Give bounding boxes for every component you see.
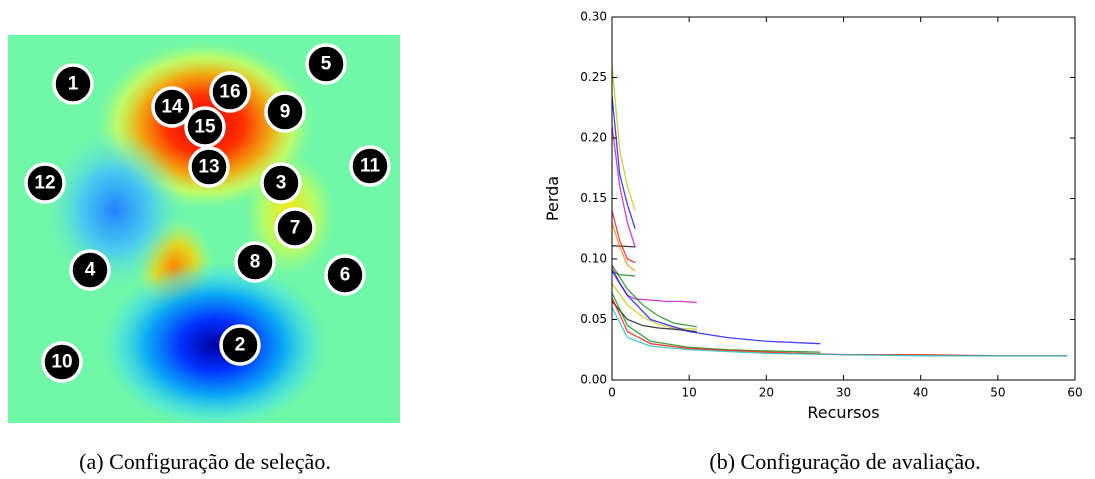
y-tick-label: 0.25 [580, 70, 607, 84]
series-line [612, 222, 636, 272]
node-label: 5 [321, 54, 332, 75]
node-circle [324, 254, 366, 296]
node-label: 6 [340, 265, 351, 286]
node-label: 10 [51, 352, 72, 373]
node-label: 4 [85, 260, 96, 281]
series-line [612, 210, 636, 264]
caption: (a) Configuração de seleção. [79, 449, 331, 474]
x-tick-label: 10 [682, 386, 697, 400]
x-tick-label: 0 [608, 386, 616, 400]
x-tick-label: 20 [759, 386, 774, 400]
node-label: 1 [68, 74, 79, 95]
y-axis-label: Perda [543, 176, 562, 221]
node-circle [349, 145, 391, 187]
node-circle [209, 71, 251, 113]
x-tick-label: 50 [990, 386, 1005, 400]
node-label: 12 [34, 173, 55, 194]
node-circle [151, 86, 193, 128]
series-line [612, 245, 636, 248]
series-line [612, 270, 821, 345]
x-axis-label: Recursos [807, 403, 879, 422]
node-circle [274, 207, 316, 249]
y-tick-label: 0.15 [580, 191, 607, 205]
node-label: 16 [219, 82, 240, 103]
node-circle [264, 91, 306, 133]
node-label: 13 [198, 157, 219, 178]
node-circle [52, 63, 94, 105]
node-label: 8 [250, 252, 261, 273]
series-line [612, 300, 697, 333]
series-line [612, 125, 636, 248]
series-line [612, 264, 697, 328]
series-line [612, 307, 1068, 357]
node-label: 3 [276, 173, 287, 194]
node-label: 14 [161, 97, 183, 118]
node-circle [260, 162, 302, 204]
node-circle [188, 146, 230, 188]
node-label: 7 [290, 218, 301, 239]
node-circle [69, 249, 111, 291]
x-tick-label: 30 [836, 386, 851, 400]
plot-frame [611, 16, 1076, 381]
node-circle [41, 341, 83, 383]
node-circle [305, 43, 347, 85]
y-tick-label: 0.05 [580, 312, 607, 326]
series-line [612, 65, 636, 211]
node-label: 9 [280, 102, 291, 123]
node-circle [219, 324, 261, 366]
node-label: 15 [194, 117, 216, 138]
y-tick-label: 0.20 [580, 131, 607, 145]
node-label: 11 [360, 156, 381, 177]
series-line [612, 292, 821, 353]
caption: (b) Configuração de avaliação. [709, 449, 980, 474]
x-tick-label: 60 [1067, 386, 1082, 400]
node-label: 2 [235, 335, 246, 356]
y-tick-label: 0.30 [580, 10, 607, 24]
plot-lines [612, 65, 1068, 357]
node-circle [184, 106, 226, 148]
y-tick-label: 0.10 [580, 252, 607, 266]
series-line [612, 95, 636, 229]
series-line [612, 297, 1068, 357]
x-tick-label: 40 [913, 386, 928, 400]
y-tick-label: 0.00 [580, 373, 607, 387]
node-circle [234, 241, 276, 283]
node-circle [24, 162, 66, 204]
